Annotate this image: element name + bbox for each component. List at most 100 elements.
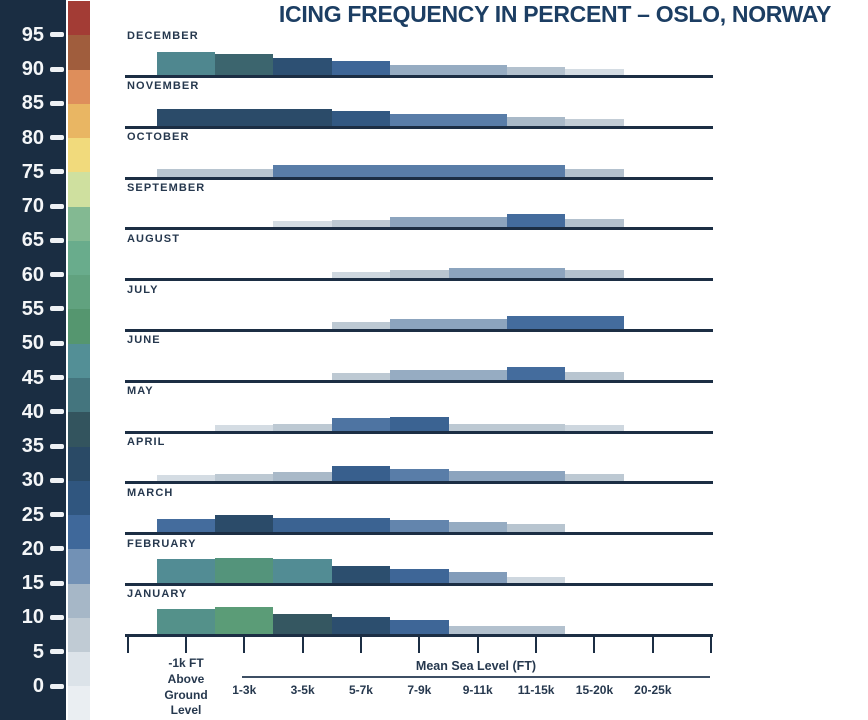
month-label-september: SEPTEMBER bbox=[127, 181, 206, 194]
bar-january-1-3k bbox=[215, 606, 274, 634]
bar-september-15-20k bbox=[565, 219, 624, 228]
baseline-july bbox=[125, 329, 713, 332]
legend-tick-dash-65 bbox=[50, 237, 64, 243]
altitude-label-5-7k: 5-7k bbox=[348, 683, 373, 697]
bar-february-1-3k bbox=[215, 558, 274, 583]
bar-january-7-9k bbox=[390, 619, 449, 634]
legend-tick-dash-75 bbox=[50, 169, 64, 175]
ground-level-label: -1k FT Above Ground Level bbox=[130, 656, 242, 719]
legend-band-75-80 bbox=[68, 137, 90, 173]
bar-october-5-7k bbox=[331, 164, 391, 177]
bar-march-5-7k bbox=[331, 518, 391, 533]
bar-may-3-5k bbox=[273, 423, 332, 431]
mean-sea-level-label: Mean Sea Level (FT) bbox=[415, 658, 537, 673]
month-label-march: MARCH bbox=[127, 486, 174, 499]
bar-august-11-15k bbox=[506, 268, 566, 279]
axis-tick-4 bbox=[359, 635, 362, 653]
legend-tick-dash-0 bbox=[50, 683, 64, 689]
bar-january-11-15k bbox=[506, 625, 566, 634]
bar-october-1-3k bbox=[215, 168, 274, 177]
bar-september-11-15k bbox=[506, 214, 566, 228]
legend-value-panel bbox=[0, 0, 66, 720]
chart-title: ICING FREQUENCY IN PERCENT – OSLO, NORWA… bbox=[278, 1, 832, 27]
bar-november-11-15k bbox=[506, 116, 566, 126]
baseline-november bbox=[125, 125, 713, 129]
bar-november-9-11k bbox=[448, 113, 507, 126]
month-label-february: FEBRUARY bbox=[127, 537, 197, 550]
axis-tick-7 bbox=[535, 635, 538, 653]
legend-band-30-35 bbox=[68, 446, 90, 481]
bar-october-9-11k bbox=[448, 164, 507, 177]
legend-tick-dash-85 bbox=[50, 100, 64, 106]
bar-october-1k-ft-above-ground-level bbox=[156, 168, 216, 177]
bar-march-1k-ft-above-ground-level bbox=[156, 519, 216, 533]
legend-band-90-95 bbox=[68, 34, 90, 70]
bar-april-1-3k bbox=[215, 474, 274, 482]
bar-february-3-5k bbox=[273, 559, 332, 583]
legend-tick-dash-10 bbox=[50, 614, 64, 620]
bar-december-5-7k bbox=[331, 61, 391, 75]
bar-october-7-9k bbox=[390, 164, 449, 177]
axis-tick-3 bbox=[301, 635, 304, 653]
month-label-december: DECEMBER bbox=[127, 29, 199, 42]
legend-band-35-40 bbox=[68, 411, 90, 447]
bar-november-1k-ft-above-ground-level bbox=[156, 108, 216, 126]
bar-october-3-5k bbox=[273, 164, 332, 177]
legend-tick-35: 35 bbox=[21, 435, 44, 458]
bar-july-7-9k bbox=[390, 319, 449, 329]
legend-tick-dash-80 bbox=[50, 135, 64, 141]
legend-tick-85: 85 bbox=[21, 92, 44, 115]
bar-may-11-15k bbox=[506, 423, 566, 431]
legend-band-15-20 bbox=[68, 548, 90, 584]
bar-july-11-15k bbox=[506, 316, 566, 329]
ground-level-label-line-3: Ground bbox=[164, 687, 208, 702]
bar-august-9-11k bbox=[448, 268, 507, 279]
bar-december-15-20k bbox=[565, 69, 624, 75]
legend-tick-dash-50 bbox=[50, 340, 64, 346]
legend-band-65-70 bbox=[68, 206, 90, 241]
bar-november-5-7k bbox=[331, 110, 391, 126]
legend-tick-dash-90 bbox=[50, 66, 64, 72]
baseline-october bbox=[125, 176, 713, 180]
bar-december-11-15k bbox=[506, 67, 566, 75]
bar-january-3-5k bbox=[273, 613, 332, 634]
altitude-label-20-25k: 20-25k bbox=[634, 683, 672, 697]
bar-december-1-3k bbox=[215, 54, 274, 75]
legend-tick-80: 80 bbox=[21, 126, 44, 149]
bar-april-9-11k bbox=[448, 471, 507, 482]
legend-band-70-75 bbox=[68, 171, 90, 207]
axis-tick-6 bbox=[476, 635, 479, 653]
legend-tick-70: 70 bbox=[21, 195, 44, 218]
bar-june-15-20k bbox=[565, 371, 624, 380]
altitude-label-7-9k: 7-9k bbox=[407, 683, 432, 697]
bar-april-7-9k bbox=[390, 469, 449, 482]
bar-february-5-7k bbox=[331, 566, 391, 583]
legend-tick-dash-70 bbox=[50, 203, 64, 209]
bar-july-9-11k bbox=[448, 319, 507, 329]
bar-september-9-11k bbox=[448, 217, 507, 228]
legend-tick-65: 65 bbox=[21, 229, 44, 252]
legend-band-80-85 bbox=[68, 103, 90, 139]
bar-may-15-20k bbox=[565, 424, 624, 431]
legend-band-60-65 bbox=[68, 240, 90, 276]
bar-september-3-5k bbox=[273, 221, 332, 228]
baseline-march bbox=[125, 532, 713, 536]
bar-may-7-9k bbox=[390, 416, 449, 431]
bar-october-11-15k bbox=[506, 164, 566, 177]
altitude-label-11-15k: 11-15k bbox=[517, 683, 555, 697]
altitude-label-15-20k: 15-20k bbox=[575, 683, 614, 697]
legend-tick-dash-30 bbox=[50, 477, 64, 483]
bar-november-3-5k bbox=[273, 108, 332, 126]
legend-tick-dash-5 bbox=[50, 649, 64, 655]
legend-band-55-60 bbox=[68, 274, 90, 310]
bar-february-11-15k bbox=[506, 577, 566, 583]
bar-july-5-7k bbox=[331, 322, 391, 329]
bar-april-15-20k bbox=[565, 474, 624, 482]
legend-band-50-55 bbox=[68, 308, 90, 344]
axis-tick-8 bbox=[593, 635, 596, 653]
bar-november-1-3k bbox=[215, 108, 274, 126]
bar-august-7-9k bbox=[390, 270, 449, 279]
legend-band-20-25 bbox=[68, 514, 90, 550]
bar-june-7-9k bbox=[390, 369, 449, 380]
altitude-label-3-5k: 3-5k bbox=[290, 683, 315, 697]
